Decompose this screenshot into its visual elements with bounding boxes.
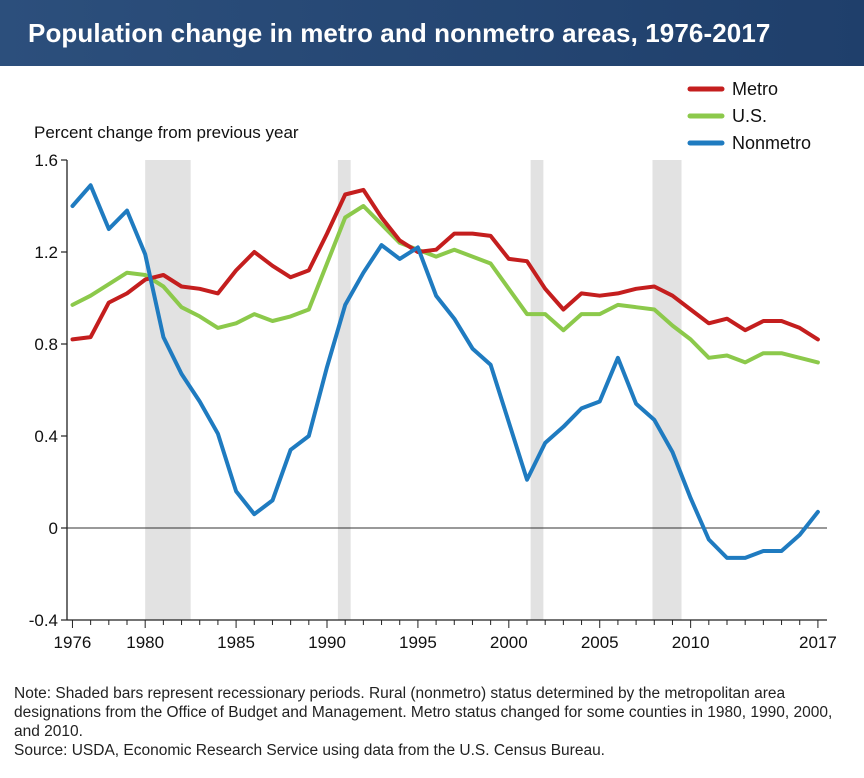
y-tick-label: 0.8 xyxy=(34,335,58,354)
x-tick-label: 2005 xyxy=(581,633,619,652)
series-line-metro xyxy=(70,187,820,342)
series-line-us xyxy=(70,204,820,365)
x-tick-label: 2017 xyxy=(799,633,837,652)
series-line-nonmetro xyxy=(70,183,820,560)
y-tick-label: -0.4 xyxy=(29,611,58,630)
recession-bar-1 xyxy=(337,160,351,620)
y-tick-label: 1.6 xyxy=(34,151,58,170)
recession-bar-2 xyxy=(530,160,544,620)
chart-header: Population change in metro and nonmetro … xyxy=(0,0,864,66)
y-axis-label: Percent change from previous year xyxy=(34,123,299,142)
y-tick-label: 0 xyxy=(49,519,58,538)
legend-label-nonmetro: Nonmetro xyxy=(732,133,811,153)
legend-label-metro: Metro xyxy=(732,79,778,99)
x-tick-label: 1980 xyxy=(126,633,164,652)
source-text: Source: USDA, Economic Research Service … xyxy=(14,742,605,759)
note-text: Note: Shaded bars represent recessionary… xyxy=(14,685,833,740)
recession-bar-3 xyxy=(652,160,682,620)
recession-bar-0 xyxy=(145,160,191,620)
chart-title: Population change in metro and nonmetro … xyxy=(28,17,771,48)
x-tick-label: 1990 xyxy=(308,633,346,652)
x-tick-label: 1985 xyxy=(217,633,255,652)
x-tick-label: 1995 xyxy=(399,633,437,652)
chart-note: Note: Shaded bars represent recessionary… xyxy=(14,684,854,760)
legend-label-us: U.S. xyxy=(732,106,767,126)
x-tick-label: 2000 xyxy=(490,633,528,652)
x-tick-label: 2010 xyxy=(672,633,710,652)
y-tick-label: 1.2 xyxy=(34,243,58,262)
x-tick-label: 1976 xyxy=(54,633,92,652)
y-tick-label: 0.4 xyxy=(34,427,58,446)
line-chart: -0.4 0 0.4 0.8 1.2 1.6 1976 1980 1985 1990 1995 200… xyxy=(29,79,837,652)
